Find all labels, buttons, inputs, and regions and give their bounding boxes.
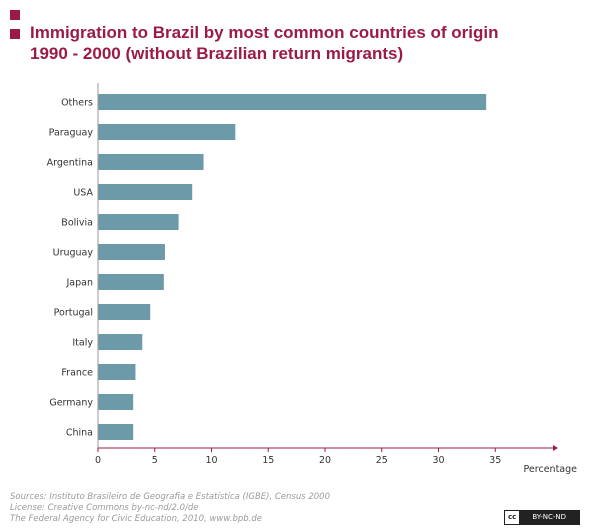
bar	[98, 124, 236, 140]
page-title-line1: Immigration to Brazil by most common cou…	[30, 23, 499, 42]
bar	[98, 394, 134, 410]
bar	[98, 154, 204, 170]
bar	[98, 244, 165, 260]
bar-chart: Others Paraguay Argentina USA Bolivia Uruguay…	[47, 83, 578, 475]
title-bullet	[10, 29, 20, 39]
bar	[98, 364, 136, 380]
category-label: Germany	[49, 398, 93, 409]
bar	[98, 94, 487, 110]
x-axis-label: Percentage	[524, 464, 578, 475]
x-tick-label: 20	[319, 455, 331, 466]
page-title-line2: 1990 - 2000 (without Brazilian return mi…	[30, 44, 404, 63]
license-terms: BY-NC-ND	[519, 511, 579, 524]
bar	[98, 274, 164, 290]
category-label: USA	[73, 188, 93, 199]
category-label: Japan	[66, 278, 94, 289]
category-label: Others	[61, 98, 93, 109]
license-badge[interactable]: cc BY-NC-ND	[504, 510, 580, 525]
x-tick-label: 0	[95, 455, 101, 466]
bar	[98, 334, 143, 350]
x-tick-label: 35	[489, 455, 501, 466]
category-label: Bolivia	[61, 218, 93, 229]
category-label: Uruguay	[53, 248, 94, 259]
title-bullet-top	[10, 10, 20, 20]
category-label: Paraguay	[49, 128, 94, 139]
x-tick-label: 15	[262, 455, 274, 466]
category-label: Argentina	[47, 158, 93, 169]
bar	[98, 184, 193, 200]
footer: Sources: Instituto Brasileiro de Geograf…	[10, 492, 330, 525]
x-axis-arrow	[553, 445, 558, 451]
footer-publisher: The Federal Agency for Civic Education, …	[10, 514, 262, 524]
category-label: China	[66, 428, 93, 439]
cc-icon: cc	[505, 511, 520, 524]
bar	[98, 214, 179, 230]
category-label: France	[61, 368, 93, 379]
bar	[98, 424, 134, 440]
footer-license: License: Creative Commons by-nc-nd/2.0/d…	[10, 503, 199, 513]
x-tick-label: 30	[432, 455, 444, 466]
category-label: Portugal	[54, 308, 93, 319]
bar	[98, 304, 151, 320]
x-tick-label: 5	[152, 455, 158, 466]
x-tick-label: 10	[205, 455, 217, 466]
footer-source: Sources: Instituto Brasileiro de Geograf…	[10, 492, 330, 502]
x-tick-label: 25	[376, 455, 388, 466]
category-label: Italy	[72, 338, 93, 349]
